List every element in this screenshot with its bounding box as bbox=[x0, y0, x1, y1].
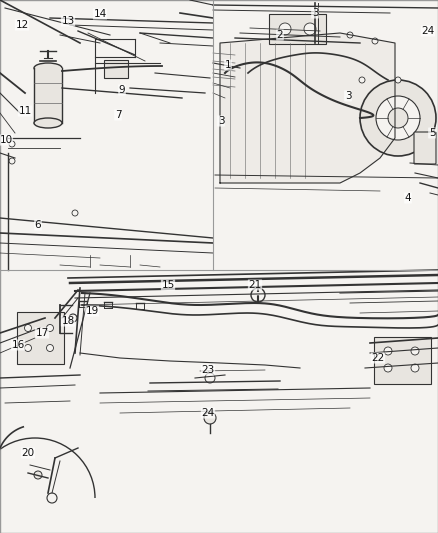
Circle shape bbox=[25, 344, 32, 351]
Circle shape bbox=[46, 325, 53, 332]
Text: 24: 24 bbox=[201, 408, 215, 418]
Text: 10: 10 bbox=[0, 135, 13, 145]
FancyBboxPatch shape bbox=[0, 268, 438, 533]
Text: 5: 5 bbox=[429, 128, 435, 138]
Text: 3: 3 bbox=[312, 8, 318, 18]
Circle shape bbox=[205, 373, 215, 383]
Text: 12: 12 bbox=[15, 20, 28, 30]
FancyBboxPatch shape bbox=[269, 14, 326, 44]
Text: 6: 6 bbox=[35, 220, 41, 230]
Circle shape bbox=[372, 38, 378, 44]
Text: 9: 9 bbox=[119, 85, 125, 95]
Circle shape bbox=[376, 96, 420, 140]
FancyBboxPatch shape bbox=[34, 68, 62, 123]
FancyBboxPatch shape bbox=[17, 312, 64, 364]
FancyBboxPatch shape bbox=[213, 0, 438, 270]
Circle shape bbox=[279, 23, 291, 35]
FancyBboxPatch shape bbox=[0, 0, 213, 270]
Ellipse shape bbox=[34, 63, 62, 73]
Text: 23: 23 bbox=[201, 365, 215, 375]
Text: 13: 13 bbox=[61, 16, 74, 26]
Circle shape bbox=[25, 325, 32, 332]
Circle shape bbox=[384, 347, 392, 355]
Text: 22: 22 bbox=[371, 353, 385, 363]
Circle shape bbox=[360, 80, 436, 156]
Circle shape bbox=[34, 471, 42, 479]
Text: 24: 24 bbox=[421, 26, 434, 36]
Circle shape bbox=[251, 288, 265, 302]
Circle shape bbox=[204, 412, 216, 424]
Circle shape bbox=[411, 347, 419, 355]
Circle shape bbox=[69, 314, 77, 322]
Ellipse shape bbox=[34, 118, 62, 128]
Text: 11: 11 bbox=[18, 106, 32, 116]
Text: 20: 20 bbox=[21, 448, 35, 458]
Circle shape bbox=[72, 210, 78, 216]
FancyBboxPatch shape bbox=[374, 337, 431, 384]
Circle shape bbox=[9, 158, 15, 164]
Text: 21: 21 bbox=[248, 280, 261, 290]
Text: 16: 16 bbox=[11, 340, 25, 350]
Text: 14: 14 bbox=[93, 9, 106, 19]
Circle shape bbox=[47, 493, 57, 503]
Text: 2: 2 bbox=[277, 30, 283, 40]
Circle shape bbox=[9, 141, 15, 147]
Text: 3: 3 bbox=[345, 91, 351, 101]
FancyBboxPatch shape bbox=[414, 132, 436, 164]
Text: 4: 4 bbox=[405, 193, 411, 203]
Text: 17: 17 bbox=[35, 328, 49, 338]
Polygon shape bbox=[220, 33, 395, 183]
Text: 3: 3 bbox=[218, 116, 224, 126]
Text: 1: 1 bbox=[225, 60, 231, 70]
Text: 15: 15 bbox=[161, 280, 175, 290]
Circle shape bbox=[347, 32, 353, 38]
Circle shape bbox=[411, 364, 419, 372]
Circle shape bbox=[46, 344, 53, 351]
Circle shape bbox=[384, 364, 392, 372]
FancyBboxPatch shape bbox=[104, 60, 128, 78]
Circle shape bbox=[388, 108, 408, 128]
Text: 18: 18 bbox=[61, 316, 74, 326]
Circle shape bbox=[359, 77, 365, 83]
Text: 19: 19 bbox=[85, 306, 99, 316]
Circle shape bbox=[304, 23, 316, 35]
Circle shape bbox=[395, 77, 401, 83]
Text: 7: 7 bbox=[115, 110, 121, 120]
